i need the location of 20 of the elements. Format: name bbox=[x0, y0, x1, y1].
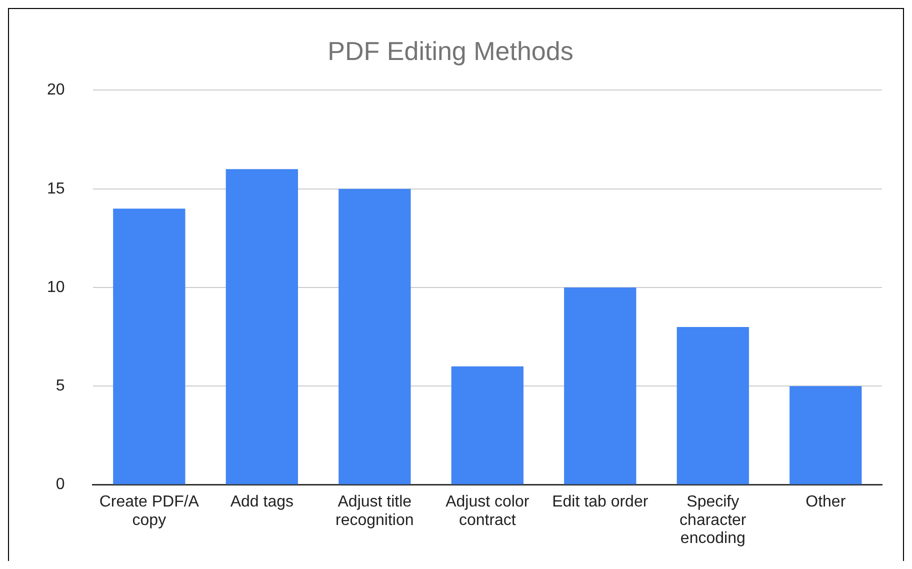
bar bbox=[451, 366, 524, 484]
x-tick-label: Adjust title recognition bbox=[336, 493, 414, 529]
x-tick-label: Add tags bbox=[230, 493, 294, 510]
y-tick-label: 5 bbox=[56, 378, 65, 395]
bar bbox=[338, 188, 411, 484]
x-tick-label: Edit tab order bbox=[552, 493, 649, 510]
x-tick-label: Other bbox=[806, 493, 846, 510]
chart-title: PDF Editing Methods bbox=[328, 36, 574, 66]
x-tick-label: Specify character encoding bbox=[680, 493, 747, 548]
bar bbox=[113, 208, 186, 484]
bar bbox=[676, 326, 749, 484]
x-tick-label: Adjust color contract bbox=[446, 493, 530, 529]
bar bbox=[790, 386, 862, 484]
bar bbox=[564, 288, 636, 484]
y-tick-label: 15 bbox=[47, 180, 65, 198]
y-tick-label: 10 bbox=[47, 278, 65, 296]
y-tick-label: 0 bbox=[56, 476, 65, 494]
y-tick-label: 20 bbox=[47, 82, 65, 99]
bar bbox=[226, 169, 298, 484]
x-tick-label: Create PDF/A copy bbox=[99, 493, 200, 529]
